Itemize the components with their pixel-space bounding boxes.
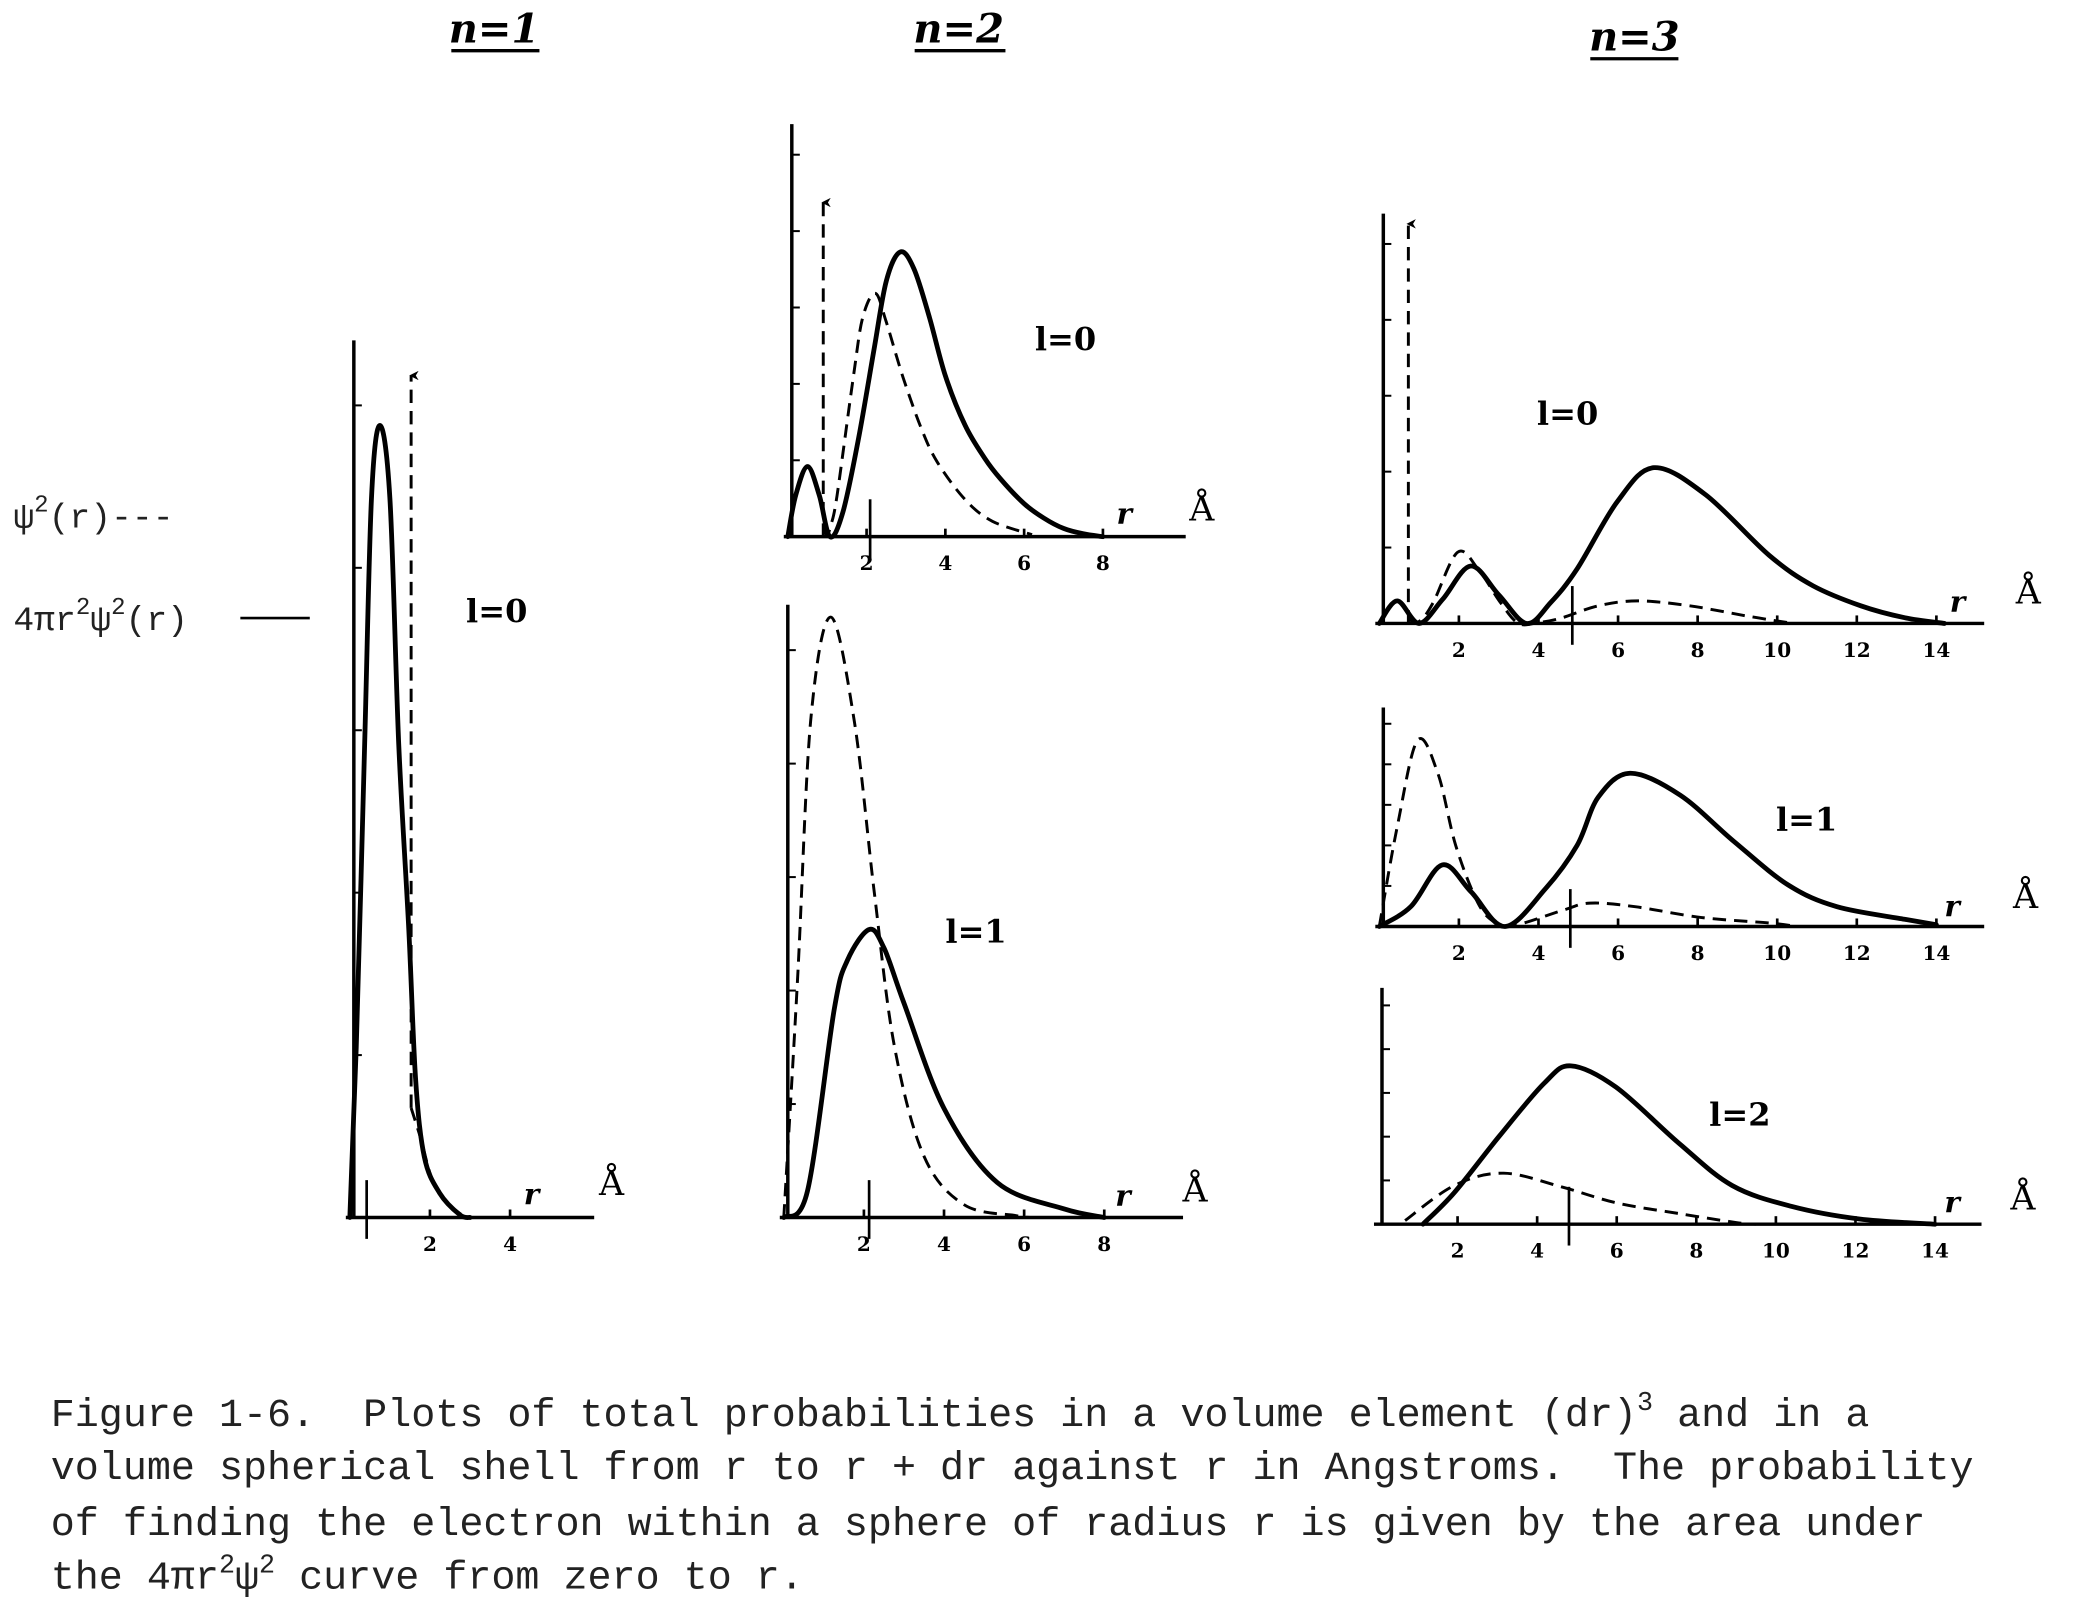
x-tick-label: 2 [857,1232,871,1256]
x-tick-label: 8 [1097,1232,1111,1256]
legend: ψ2(r)--- 4πr2ψ2(r) [13,492,310,641]
x-axis-label: r [1950,583,1968,618]
x-tick-label: 10 [1763,638,1791,662]
x-tick-label: 14 [1922,941,1950,965]
x-tick-label: 8 [1691,941,1705,965]
x-tick-label: 14 [1921,1239,1949,1263]
column-title-text: n=3 [1589,14,1680,61]
figure-caption: Figure 1-6. Plots of total probabilities… [51,1389,1974,1602]
solid-curve-0 [347,423,473,1220]
x-tick-label: 8 [1689,1239,1703,1263]
x-tick-label: 8 [1096,551,1110,575]
x-tick-label: 2 [1452,941,1466,965]
panel-n3-l2: 2 4 6 8 10 12 14 l=2 r Å [1373,987,2036,1263]
x-axis-unit: Å [2015,569,2042,612]
solid-curve-0 [1376,465,1947,626]
column-title-n3: n=3 [1589,14,1680,61]
x-tick-label: 8 [1691,638,1705,662]
quantum-number-label: l=0 [1537,395,1598,433]
x-tick-label: 6 [1610,1239,1624,1263]
solid-curve-0 [1376,770,1939,929]
dashed-curve-1 [409,1107,467,1219]
x-tick-label: 6 [1017,551,1031,575]
x-tick-label: 4 [1530,1239,1544,1263]
x-tick-label: 12 [1842,1239,1870,1263]
x-tick-label: 10 [1762,1239,1790,1263]
x-axis-unit: Å [2009,1176,2036,1219]
column-title-n1: n=1 [449,6,540,53]
dashed-curve-1 [821,291,1033,537]
x-tick-label: 14 [1922,638,1950,662]
x-axis-label: r [1115,1178,1133,1213]
x-tick-label: 4 [503,1232,517,1256]
plot-panels: 2 4 l=0 r Å 2 4 6 8 l=0 r Å 2 4 6 8 l=1 r Å 2 4 6 8 10 12 14 l=0 r Å… [345,124,2042,1263]
panel-n2-l0: 2 4 6 8l=0r Å [783,124,1215,575]
panel-n1-l0: 2 4 l=0 r Å [345,340,625,1256]
x-tick-label: 2 [423,1232,437,1256]
x-tick-label: 4 [938,551,952,575]
solid-curve-0 [1420,1063,1938,1227]
caption-line-3: of finding the electron within a sphere … [51,1503,1926,1548]
x-axis-unit: Å [1182,1167,1209,1210]
x-axis-label: r [524,1176,542,1211]
column-title-text: n=1 [449,6,540,53]
x-axis-unit: Å [1188,487,1215,530]
quantum-number-label: l=0 [1035,320,1096,358]
x-tick-label: 6 [1611,638,1625,662]
x-axis-label: r [1117,495,1135,530]
caption-line-2: volume spherical shell from r to r + dr … [51,1447,1974,1492]
quantum-number-label: l=0 [466,592,527,630]
x-axis-unit: Å [598,1161,625,1204]
legend-dashed-entry: ψ2(r)--- [13,492,173,538]
x-tick-label: 4 [1532,941,1546,965]
x-tick-label: 6 [1611,941,1625,965]
x-axis-label: r [1944,888,1962,923]
x-axis-unit: Å [2012,874,2039,917]
x-tick-label: 12 [1843,941,1871,965]
x-tick-label: 4 [1532,638,1546,662]
dashed-curve-1 [1377,737,1798,929]
x-tick-label: 4 [937,1232,951,1256]
x-axis-label: r [1944,1184,1962,1219]
caption-line-1: Figure 1-6. Plots of total probabilities… [51,1389,1870,1439]
solid-curve-0 [781,926,1107,1220]
x-tick-label: 2 [1452,638,1466,662]
panel-n3-l0: 2 4 6 8 10 12 14 l=0 r Å [1375,213,2042,662]
quantum-number-label: l=1 [945,913,1006,951]
dashed-curve-1 [1407,549,1794,627]
column-title-n2: n=2 [913,6,1006,53]
solid-curve-0 [785,249,1106,540]
column-title-text: n=2 [913,6,1004,53]
quantum-number-label: l=2 [1709,1095,1770,1133]
panel-n2-l1: 2 4 6 8 l=1 r Å [779,604,1209,1256]
x-tick-label: 12 [1843,638,1871,662]
panel-n3-l1: 2 4 6 8 10 12 14 l=1 r Å [1375,707,2039,965]
x-tick-label: 2 [1451,1239,1465,1263]
quantum-number-label: l=1 [1776,800,1837,838]
dashed-curve-1 [782,615,1033,1219]
legend-solid-entry: 4πr2ψ2(r) [13,595,188,641]
dashed-curve-1 [1404,1171,1757,1226]
caption-line-4: the 4πr2ψ2 curve from zero to r. [51,1552,804,1602]
x-tick-label: 6 [1017,1232,1031,1256]
x-tick-label: 10 [1763,941,1791,965]
